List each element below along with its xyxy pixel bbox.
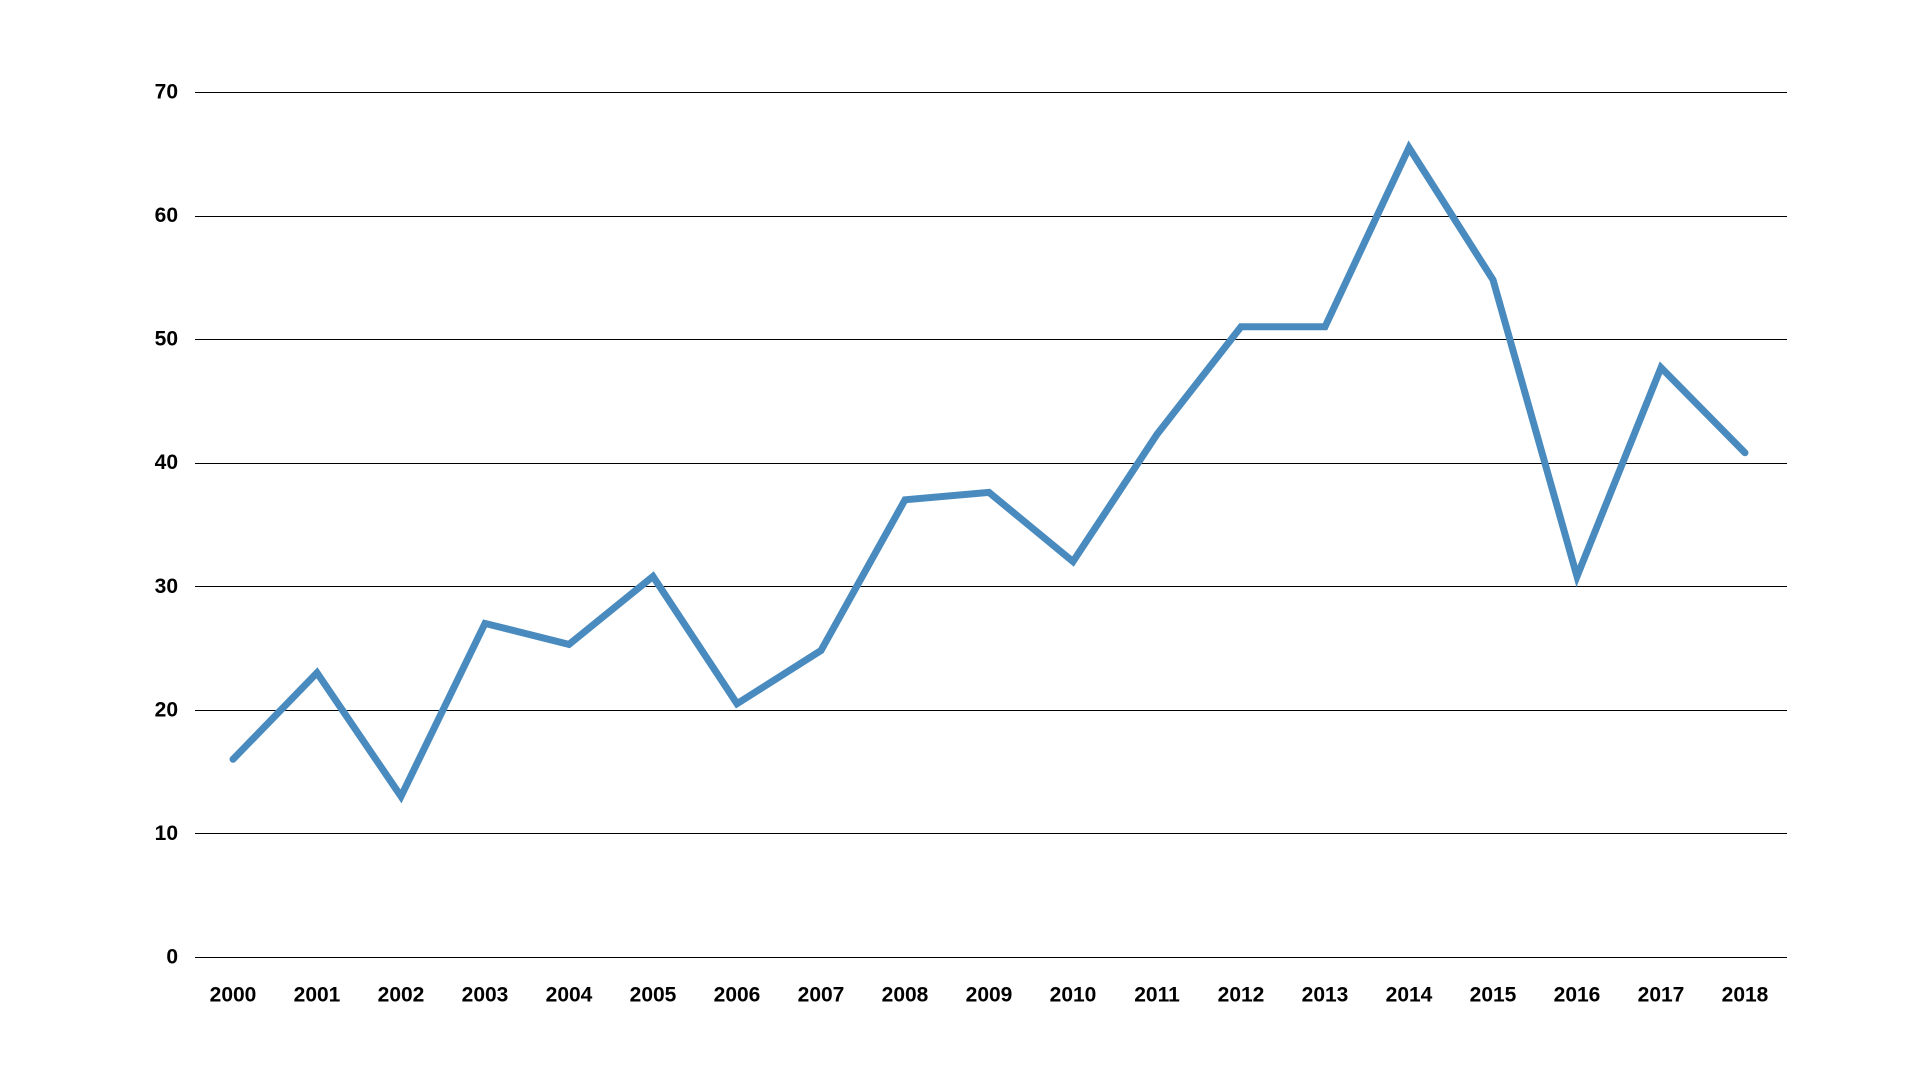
y-tick-label-70: 70 <box>155 81 178 104</box>
data-point-2004 <box>566 641 572 648</box>
y-tick-label-10: 10 <box>155 822 178 845</box>
y-tick-label-30: 30 <box>155 575 178 598</box>
x-tick-label-2000: 2000 <box>210 984 257 1007</box>
data-point-2008 <box>902 496 908 503</box>
series-group <box>229 140 1749 804</box>
x-tick-label-2014: 2014 <box>1386 984 1433 1007</box>
data-point-2003 <box>482 620 488 627</box>
data-point-2002 <box>398 793 404 800</box>
y-tick-label-0: 0 <box>166 946 178 969</box>
x-tick-label-2001: 2001 <box>294 984 341 1007</box>
data-point-2000 <box>230 756 236 763</box>
x-tick-label-2005: 2005 <box>630 984 677 1007</box>
y-tick-label-60: 60 <box>155 204 178 227</box>
data-point-2011 <box>1154 431 1160 438</box>
data-point-2010 <box>1070 558 1076 565</box>
x-tick-label-2003: 2003 <box>462 984 509 1007</box>
data-point-2015 <box>1490 276 1496 283</box>
x-tick-label-2004: 2004 <box>546 984 593 1007</box>
y-axis-tick-labels: 0 10 20 30 40 50 60 70 <box>155 81 178 969</box>
data-point-2016 <box>1574 573 1580 580</box>
x-tick-label-2002: 2002 <box>378 984 425 1007</box>
x-tick-label-2009: 2009 <box>966 984 1013 1007</box>
x-tick-label-2007: 2007 <box>798 984 845 1007</box>
data-point-2017 <box>1658 364 1664 371</box>
y-tick-label-40: 40 <box>155 451 178 474</box>
x-tick-label-2006: 2006 <box>714 984 761 1007</box>
data-point-2014 <box>1406 144 1412 151</box>
y-gridlines <box>195 91 1787 959</box>
data-point-2001 <box>314 669 320 676</box>
x-tick-label-2013: 2013 <box>1302 984 1349 1007</box>
data-point-2009 <box>986 489 992 496</box>
y-tick-label-20: 20 <box>155 698 178 721</box>
data-point-2007 <box>818 647 824 654</box>
x-tick-label-2012: 2012 <box>1218 984 1265 1007</box>
data-point-2018 <box>1742 449 1748 456</box>
x-tick-label-2011: 2011 <box>1134 984 1180 1007</box>
x-tick-label-2016: 2016 <box>1554 984 1601 1007</box>
data-point-2006 <box>734 700 740 707</box>
x-tick-label-2017: 2017 <box>1638 984 1685 1007</box>
x-axis-tick-labels: 2000 2001 2002 2003 2004 2005 2006 2007 2008 2009… <box>210 984 1769 1007</box>
data-point-2005 <box>650 573 656 580</box>
x-tick-label-2015: 2015 <box>1470 984 1517 1007</box>
data-point-2013 <box>1322 323 1328 330</box>
x-tick-label-2018: 2018 <box>1722 984 1769 1007</box>
series-line-0 <box>229 140 1749 804</box>
x-tick-label-2010: 2010 <box>1050 984 1097 1007</box>
y-tick-label-50: 50 <box>155 328 178 351</box>
data-point-2012 <box>1238 323 1244 330</box>
x-tick-label-2008: 2008 <box>882 984 929 1007</box>
